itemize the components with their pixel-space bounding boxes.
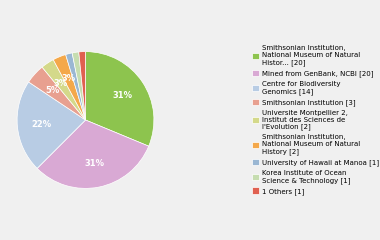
Wedge shape <box>66 53 86 120</box>
Text: 31%: 31% <box>84 159 104 168</box>
Text: 22%: 22% <box>31 120 51 129</box>
Wedge shape <box>28 67 86 120</box>
Wedge shape <box>86 52 154 146</box>
Wedge shape <box>42 60 86 120</box>
Text: 3%: 3% <box>54 78 68 88</box>
Text: 5%: 5% <box>46 86 60 95</box>
Legend: Smithsonian Institution,
National Museum of Natural
Histor... [20], Mined from G: Smithsonian Institution, National Museum… <box>251 44 380 196</box>
Wedge shape <box>72 52 86 120</box>
Text: 31%: 31% <box>112 91 133 100</box>
Wedge shape <box>79 52 86 120</box>
Wedge shape <box>37 120 149 188</box>
Text: 3%: 3% <box>62 74 76 84</box>
Wedge shape <box>53 54 86 120</box>
Wedge shape <box>17 82 85 168</box>
